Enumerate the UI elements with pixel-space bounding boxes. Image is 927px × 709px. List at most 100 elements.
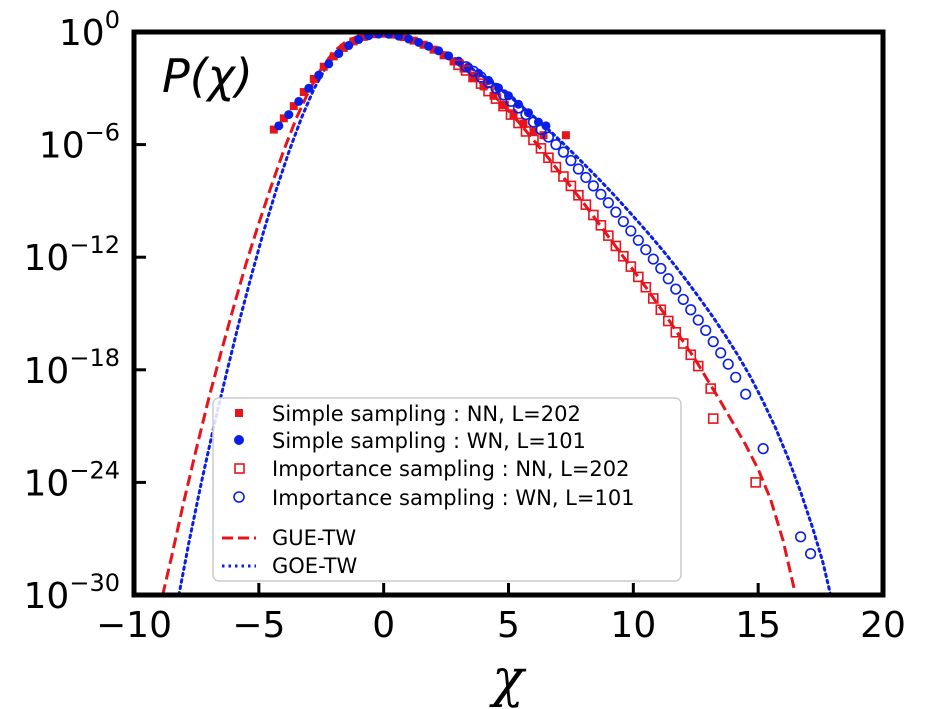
data-point-filled-square	[509, 110, 518, 119]
data-point-filled-square	[359, 32, 368, 41]
data-point-filled-circle	[284, 110, 294, 120]
data-point-open-circle	[475, 71, 487, 83]
data-point-filled-circle	[434, 46, 444, 56]
data-point-open-square	[618, 250, 629, 262]
data-point-filled-circle	[294, 96, 304, 106]
data-point-filled-square	[289, 102, 298, 111]
data-point-open-circle	[647, 253, 659, 265]
data-point-filled-square	[409, 36, 418, 45]
data-point-filled-square	[429, 45, 438, 54]
x-tick-label: 20	[860, 605, 906, 646]
data-point-open-square	[543, 152, 554, 164]
legend-box	[212, 397, 682, 582]
data-point-filled-square	[299, 88, 308, 97]
data-point-filled-circle	[541, 121, 551, 131]
data-point-filled-square	[419, 40, 428, 49]
legend-marker-filled-square	[235, 409, 243, 417]
x-axis-label: χ	[488, 649, 527, 709]
data-point-filled-square	[469, 73, 478, 82]
data-point-open-square	[580, 199, 592, 210]
data-point-open-square	[588, 209, 599, 221]
data-point-open-square	[468, 71, 479, 83]
data-point-filled-square	[339, 43, 348, 52]
data-point-open-circle	[670, 283, 682, 295]
data-point-open-square	[662, 315, 674, 327]
legend-label: Simple sampling : NN, L=202	[272, 402, 581, 426]
data-point-open-square	[692, 360, 704, 372]
data-point-filled-square	[369, 32, 378, 39]
x-tick-label: 15	[735, 605, 781, 646]
data-point-open-square	[685, 349, 697, 361]
data-point-open-circle	[490, 82, 502, 94]
data-point-open-square	[573, 189, 584, 201]
data-point-filled-square	[499, 101, 508, 110]
legend-label: GUE-TW	[272, 526, 356, 550]
y-tick-label: 10−6	[39, 119, 120, 167]
data-point-open-circle	[655, 262, 667, 275]
data-point-open-square	[655, 304, 667, 316]
data-point-open-circle	[550, 139, 562, 151]
data-point-open-circle	[587, 180, 599, 192]
data-point-filled-square	[399, 33, 408, 42]
data-point-open-circle	[804, 548, 817, 560]
y-tick-label: 10−30	[24, 569, 120, 617]
legend-label: Simple sampling : WN, L=101	[272, 429, 586, 453]
data-point-filled-square	[329, 52, 338, 61]
legend-item-simple-wn: Simple sampling : WN, L=101	[234, 429, 586, 453]
data-point-open-square	[625, 261, 637, 272]
data-point-open-circle	[557, 146, 570, 158]
data-point-open-circle	[467, 65, 480, 78]
data-point-open-square	[550, 161, 562, 173]
data-point-filled-circle	[324, 59, 334, 69]
data-point-filled-circle	[274, 121, 284, 131]
data-point-open-circle	[640, 244, 652, 256]
y-tick-label: 10−24	[24, 456, 120, 504]
legend-label: GOE-TW	[272, 554, 358, 578]
markers-layer	[269, 32, 817, 560]
data-point-filled-square	[561, 131, 570, 140]
data-point-open-circle	[512, 102, 525, 114]
data-point-open-square	[528, 134, 539, 146]
legend-marker-open-circle	[233, 491, 245, 503]
data-point-filled-square	[529, 127, 538, 136]
data-point-open-square	[610, 240, 622, 252]
data-point-open-circle	[572, 163, 585, 175]
x-tick-label: 0	[372, 605, 395, 646]
data-point-filled-circle	[304, 83, 314, 93]
data-point-open-square	[670, 326, 682, 338]
data-point-open-circle	[505, 95, 517, 108]
data-point-open-square	[633, 271, 644, 283]
data-point-open-circle	[715, 347, 727, 359]
data-point-filled-circle	[424, 41, 434, 51]
data-point-open-square	[520, 126, 532, 137]
data-point-open-circle	[535, 123, 547, 136]
data-point-filled-square	[389, 32, 398, 39]
data-point-open-circle	[730, 371, 742, 383]
legend-marker-open-square	[234, 463, 245, 474]
x-tick-label: −10	[96, 605, 172, 646]
data-point-open-square	[565, 180, 577, 192]
data-point-open-square	[750, 477, 761, 488]
data-point-open-circle	[722, 358, 734, 370]
data-point-open-circle	[685, 304, 697, 316]
data-point-open-square	[535, 143, 547, 154]
data-point-open-circle	[610, 206, 622, 218]
legend-item-importance-nn: Importance sampling : NN, L=202	[234, 457, 630, 481]
data-point-filled-square	[309, 74, 318, 83]
y-axis: 100 10−6 10−12 10−18 10−24 10−30	[24, 6, 146, 617]
x-tick-label: 5	[497, 605, 520, 646]
data-point-open-circle	[520, 108, 532, 121]
data-point-open-circle	[602, 197, 614, 209]
x-tick-label: 10	[610, 605, 656, 646]
data-point-open-square	[505, 109, 517, 120]
data-point-open-circle	[527, 116, 540, 128]
data-point-open-square	[513, 117, 524, 129]
x-axis: −10 −5 0 5 10 15 20	[96, 583, 906, 646]
data-point-filled-square	[279, 114, 288, 123]
data-point-filled-square	[379, 32, 388, 38]
data-point-filled-square	[319, 62, 328, 71]
legend-item-importance-wn: Importance sampling : WN, L=101	[233, 486, 635, 510]
data-point-filled-square	[349, 37, 358, 46]
y-tick-label: 10−12	[24, 231, 120, 279]
